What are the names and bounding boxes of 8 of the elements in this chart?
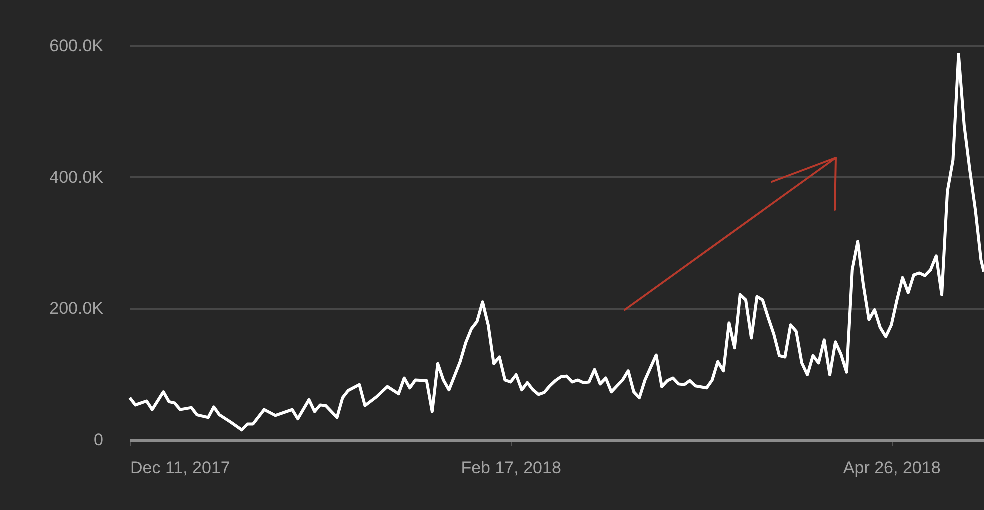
x-tick-label: Apr 26, 2018 — [843, 458, 941, 478]
y-tick-label: 0 — [94, 430, 104, 450]
y-tick-label: 200.0K — [50, 299, 104, 318]
line-series — [128, 53, 984, 432]
x-tick-label: Feb 17, 2018 — [461, 458, 562, 478]
y-tick-label: 400.0K — [50, 168, 104, 187]
y-tick-label: 600.0K — [50, 36, 104, 56]
x-tick-label: Dec 11, 2017 — [130, 458, 230, 478]
